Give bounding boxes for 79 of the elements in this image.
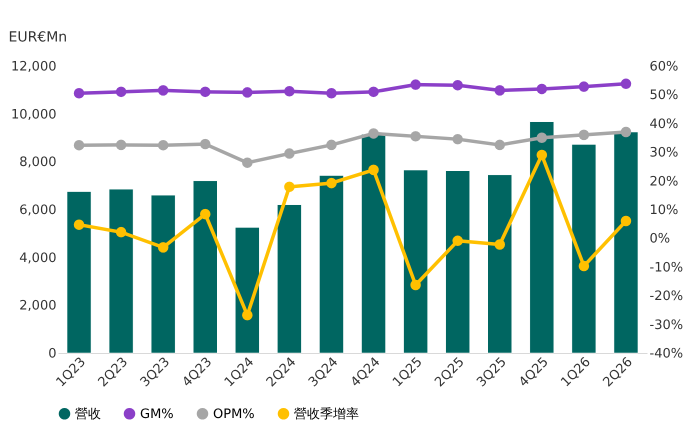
y-tick-label: 6,000: [19, 203, 56, 218]
point: [326, 140, 337, 150]
point: [284, 182, 295, 192]
point: [620, 126, 632, 138]
point: [620, 78, 632, 90]
point: [494, 85, 505, 96]
point: [200, 138, 210, 150]
y-tick-label: 10,000: [11, 107, 56, 122]
point: [620, 216, 632, 226]
bar: [488, 174, 512, 354]
point: [368, 128, 379, 139]
point: [116, 226, 126, 238]
point: [200, 86, 210, 98]
y2-tick-label: -40%: [650, 346, 684, 362]
point: [284, 86, 295, 96]
y2-tick-label: -30%: [650, 318, 684, 333]
point: [578, 130, 590, 140]
bar: [277, 204, 302, 354]
point: [536, 150, 548, 160]
y2-tick-label: 30%: [650, 146, 678, 161]
bar: [66, 191, 92, 354]
bar: [108, 188, 134, 354]
point: [578, 81, 590, 92]
legend-label: OPM%: [213, 406, 255, 422]
point: [410, 131, 421, 142]
bar: [361, 134, 386, 354]
point: [536, 84, 548, 94]
bar: [530, 121, 554, 354]
point: [74, 219, 84, 230]
y-tick-label: 2,000: [19, 298, 56, 314]
point: [410, 79, 421, 90]
bar: [445, 170, 470, 354]
point: [242, 310, 253, 320]
point: [494, 239, 505, 250]
y-tick-label: 12,000: [11, 60, 56, 74]
y2-tick-label: 0%: [650, 232, 670, 247]
y-axis-title: EUR€Mn: [8, 30, 68, 46]
bar: [403, 170, 428, 354]
bar: [150, 194, 176, 354]
point: [74, 140, 84, 150]
legend-label: 營收季增率: [294, 406, 359, 422]
point: [326, 88, 337, 98]
point: [158, 242, 168, 253]
bar: [319, 175, 344, 354]
legend-label: GM%: [140, 406, 174, 422]
bar: [235, 227, 260, 354]
bar: [193, 180, 218, 354]
y2-tick-label: 10%: [650, 203, 678, 218]
point: [368, 164, 379, 176]
point: [494, 140, 505, 150]
y-tick-label: 0: [48, 346, 56, 362]
point: [410, 280, 421, 290]
point: [452, 236, 463, 246]
point: [452, 134, 463, 144]
point: [452, 80, 463, 90]
point: [284, 148, 295, 159]
y2-tick-label: 40%: [650, 116, 678, 132]
point: [200, 208, 210, 220]
y2-tick-label: -10%: [650, 260, 684, 276]
point: [116, 86, 126, 98]
point: [158, 85, 168, 96]
y2-tick-label: -20%: [650, 289, 684, 304]
bar: [614, 132, 638, 354]
point: [578, 260, 590, 272]
point: [116, 140, 126, 150]
point: [158, 140, 168, 150]
point: [368, 86, 379, 98]
y2-tick-label: 60%: [650, 60, 678, 74]
point: [242, 157, 253, 168]
y2-tick-label: 20%: [650, 174, 678, 190]
point: [536, 132, 548, 143]
point: [326, 178, 337, 188]
point: [74, 88, 84, 98]
y-tick-label: 8,000: [19, 155, 56, 170]
point: [242, 87, 253, 98]
bar: [572, 144, 596, 354]
y2-tick-label: 50%: [650, 88, 678, 104]
y-tick-label: 4,000: [19, 250, 56, 266]
legend-label: 營收: [75, 406, 101, 422]
